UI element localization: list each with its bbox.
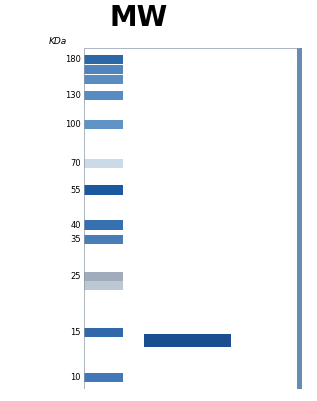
Bar xyxy=(144,334,230,347)
Bar xyxy=(84,91,123,100)
Bar xyxy=(297,48,302,389)
Bar xyxy=(84,235,123,244)
Text: 35: 35 xyxy=(70,235,81,244)
Bar xyxy=(84,373,123,382)
Bar xyxy=(84,75,123,84)
Bar xyxy=(84,159,123,168)
Bar xyxy=(84,281,123,290)
Text: 180: 180 xyxy=(65,55,81,64)
Text: 130: 130 xyxy=(65,91,81,100)
Text: MW: MW xyxy=(109,4,168,32)
Bar xyxy=(84,328,123,337)
Bar xyxy=(84,55,123,64)
Text: KDa: KDa xyxy=(49,37,68,46)
Bar xyxy=(84,65,123,74)
Text: 15: 15 xyxy=(70,328,81,337)
Text: 10: 10 xyxy=(70,373,81,382)
Bar xyxy=(84,272,123,281)
Text: 70: 70 xyxy=(70,159,81,168)
Text: 55: 55 xyxy=(70,186,81,194)
Bar xyxy=(84,221,123,229)
Text: 100: 100 xyxy=(65,120,81,129)
Bar xyxy=(84,185,123,194)
Text: 40: 40 xyxy=(70,221,81,229)
Text: 25: 25 xyxy=(70,272,81,281)
Bar xyxy=(84,120,123,129)
